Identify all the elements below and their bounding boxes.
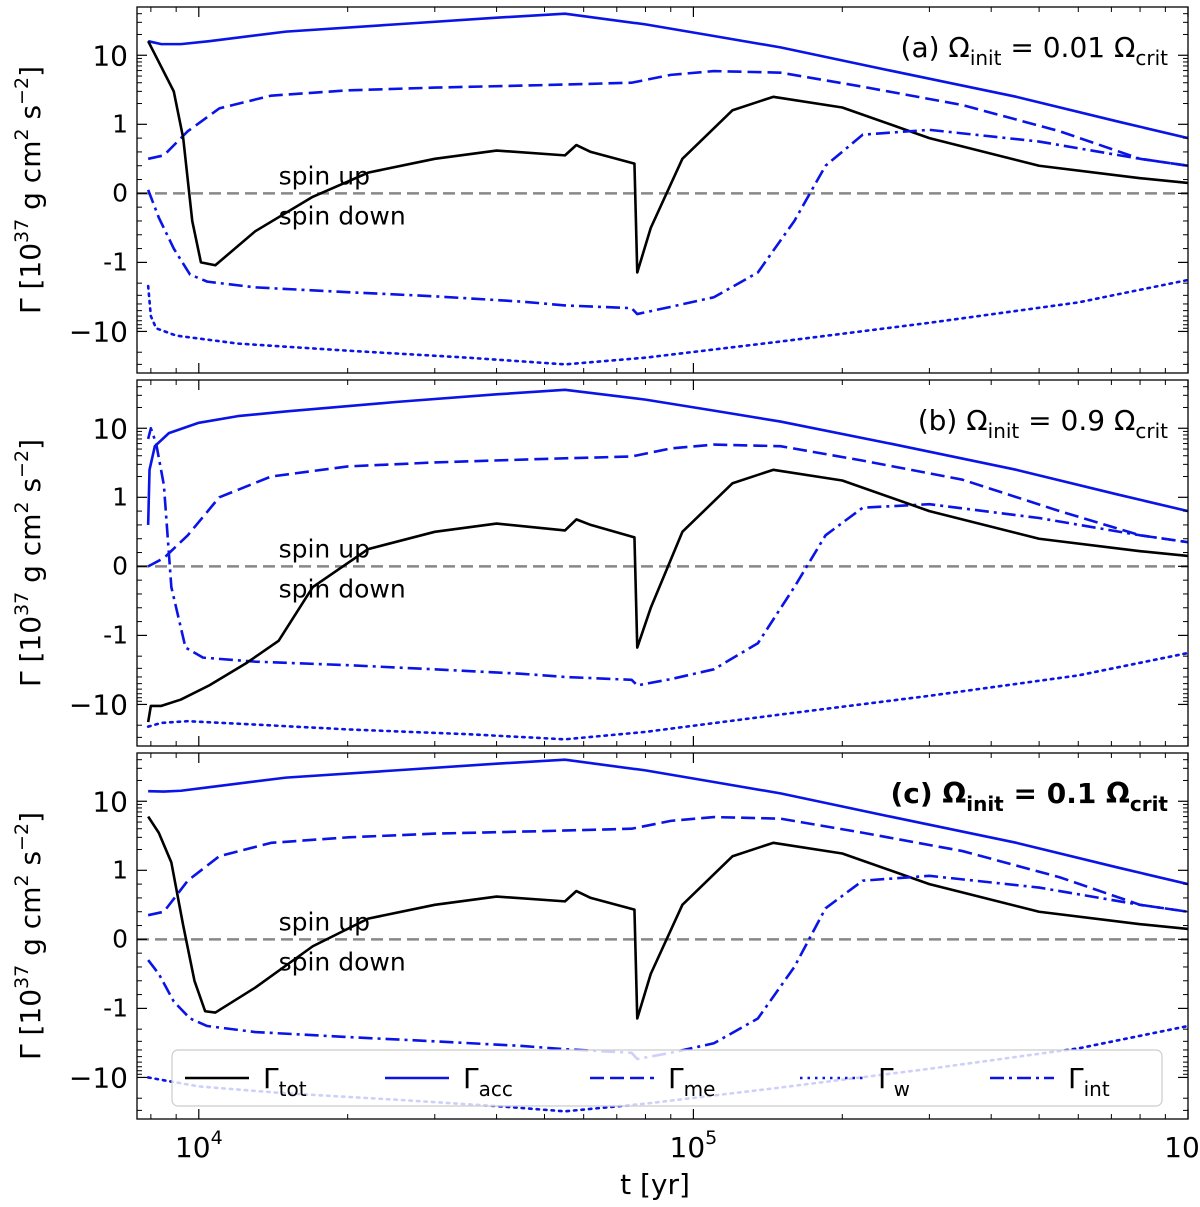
series-w-b: [146, 651, 1188, 741]
legend-box: [171, 1049, 1163, 1107]
y-axis-label-b: Γ [1037 g cm2 s−2]: [11, 439, 47, 687]
axes-frame-a: [136, 6, 1189, 374]
series-tot-b: [146, 468, 1188, 723]
y-tick-label-b-1: 1: [112, 482, 128, 511]
x-axis-label: t [yr]: [620, 1168, 690, 1201]
series-acc-c: [148, 758, 1188, 886]
x-tick-label-2: 106: [1164, 1127, 1200, 1164]
y-tick-label-c-4: −10: [69, 1061, 128, 1094]
series-me-b: [147, 443, 1188, 568]
legend: Γtot Γacc Γme Γw Γint: [171, 1049, 1163, 1107]
series-int-a: [146, 128, 1188, 316]
series-tot-a: [147, 40, 1188, 274]
x-tick-label-0: 104: [175, 1127, 223, 1164]
common-axes: t [yr] 104 105 106: [175, 1127, 1200, 1201]
series-acc-b: [146, 388, 1188, 525]
annotation-spin-down-b: spin down: [279, 574, 406, 603]
y-tick-label-a-4: −10: [69, 315, 128, 348]
annotation-spin-up-b: spin up: [279, 534, 370, 563]
series-me-c: [147, 815, 1188, 917]
y-tick-label-c-2: 0: [112, 924, 128, 953]
annotation-spin-up-c: spin up: [279, 907, 370, 936]
y-tick-label-c-1: 1: [112, 855, 128, 884]
y-tick-label-b-0: 10: [92, 412, 128, 445]
series-tot-c: [147, 815, 1188, 1020]
series-me-a: [147, 69, 1188, 168]
y-tick-label-a-1: 1: [112, 109, 128, 138]
y-axis-label-a: Γ [1037 g cm2 s−2]: [11, 66, 47, 314]
legend-label-tot: Γtot: [263, 1062, 307, 1101]
y-tick-label-a-2: 0: [112, 178, 128, 207]
legend-label-int: Γint: [1068, 1062, 1110, 1101]
y-tick-label-a-0: 10: [92, 39, 128, 72]
annotation-spin-down-a: spin down: [279, 201, 406, 230]
series-acc-a: [147, 12, 1188, 140]
legend-label-me: Γme: [668, 1062, 715, 1101]
y-tick-label-b-2: 0: [112, 551, 128, 580]
y-tick-label-c-3: -1: [103, 993, 128, 1022]
legend-label-acc: Γacc: [463, 1062, 513, 1101]
series-group-b: [146, 388, 1188, 741]
annotation-spin-up-a: spin up: [279, 161, 370, 190]
x-tick-label-1: 105: [670, 1127, 718, 1164]
legend-label-w: Γw: [878, 1062, 910, 1101]
series-int-b: [146, 426, 1188, 687]
axes-frame-b: [136, 379, 1189, 747]
y-tick-label-a-3: -1: [103, 247, 128, 276]
panel-title-c: (c) Ωinit = 0.1 Ωcrit: [890, 777, 1168, 816]
y-tick-label-b-4: −10: [69, 688, 128, 721]
axes-frame-c: [136, 752, 1189, 1120]
annotation-spin-down-c: spin down: [279, 947, 406, 976]
panel-title-b: (b) Ωinit = 0.9 Ωcrit: [918, 404, 1168, 443]
panel-title-a: (a) Ωinit = 0.01 Ωcrit: [901, 31, 1169, 70]
y-axis-label-c: Γ [1037 g cm2 s−2]: [11, 812, 47, 1060]
series-group-a: [146, 12, 1188, 366]
y-tick-label-c-0: 10: [92, 785, 128, 818]
y-tick-label-b-3: -1: [103, 620, 128, 649]
